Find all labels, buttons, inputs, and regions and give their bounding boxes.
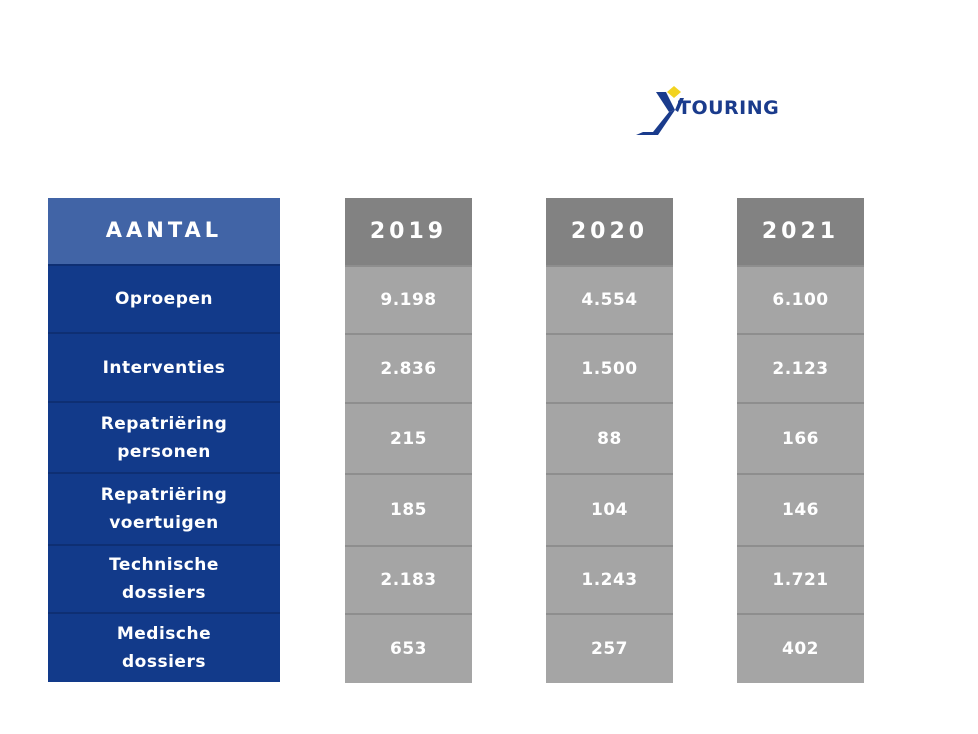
value-cell: 1.243 [546,545,673,613]
value-cell: 9.198 [345,265,472,333]
row-label-line: Medische [116,624,212,644]
row-label-interventies: Interventies [48,332,280,401]
row-label-repatriering-voertuigen: Repatriëring voertuigen [48,472,280,544]
value-cell: 215 [345,402,472,473]
value-cell: 1.721 [737,545,864,613]
logo-stroke-upper [656,92,675,112]
row-label-line: Repatriëring [100,413,228,434]
value-cell: 402 [737,613,864,683]
row-label-repatriering-personen: Repatriëring personen [48,401,280,472]
touring-logo-mark-icon [636,86,684,135]
value-cell: 185 [345,473,472,545]
row-label-line: dossiers [122,652,206,672]
row-label-line: Technische [109,555,219,575]
value-cell: 257 [546,613,673,683]
touring-logo: TOURING [636,82,786,138]
value-cell: 88 [546,402,673,473]
row-label-medische-dossiers: Medische dossiers [48,612,280,682]
value-cell: 104 [546,473,673,545]
value-cell: 146 [737,473,864,545]
year-header-2021: 2021 [737,198,864,265]
year-column-2020: 2020 4.554 1.500 88 104 1.243 257 [546,198,673,683]
value-cell: 166 [737,402,864,473]
logo-diamond [667,86,681,98]
row-label-line: dossiers [122,583,206,603]
header-aantal: AANTAL [48,198,280,264]
value-cell: 1.500 [546,333,673,402]
label-column: AANTAL Oproepen Interventies Repatriërin… [48,198,280,682]
row-label-technische-dossiers: Technische dossiers [48,544,280,612]
logo-text: TOURING [678,97,780,119]
value-cell: 2.183 [345,545,472,613]
row-label-line: personen [117,441,211,462]
year-header-2019: 2019 [345,198,472,265]
year-column-2021: 2021 6.100 2.123 166 146 1.721 402 [737,198,864,683]
year-column-2019: 2019 9.198 2.836 215 185 2.183 653 [345,198,472,683]
row-label-oproepen: Oproepen [48,264,280,332]
row-label-line: Oproepen [114,289,213,309]
logo-stroke-lower [636,110,675,135]
value-cell: 2.836 [345,333,472,402]
row-label-line: Repatriëring [100,485,228,505]
logo-stroke-right [675,98,684,112]
year-header-2020: 2020 [546,198,673,265]
value-cell: 4.554 [546,265,673,333]
value-cell: 6.100 [737,265,864,333]
row-label-line: voertuigen [109,513,219,533]
value-cell: 653 [345,613,472,683]
row-label-line: Interventies [102,357,226,378]
value-cell: 2.123 [737,333,864,402]
